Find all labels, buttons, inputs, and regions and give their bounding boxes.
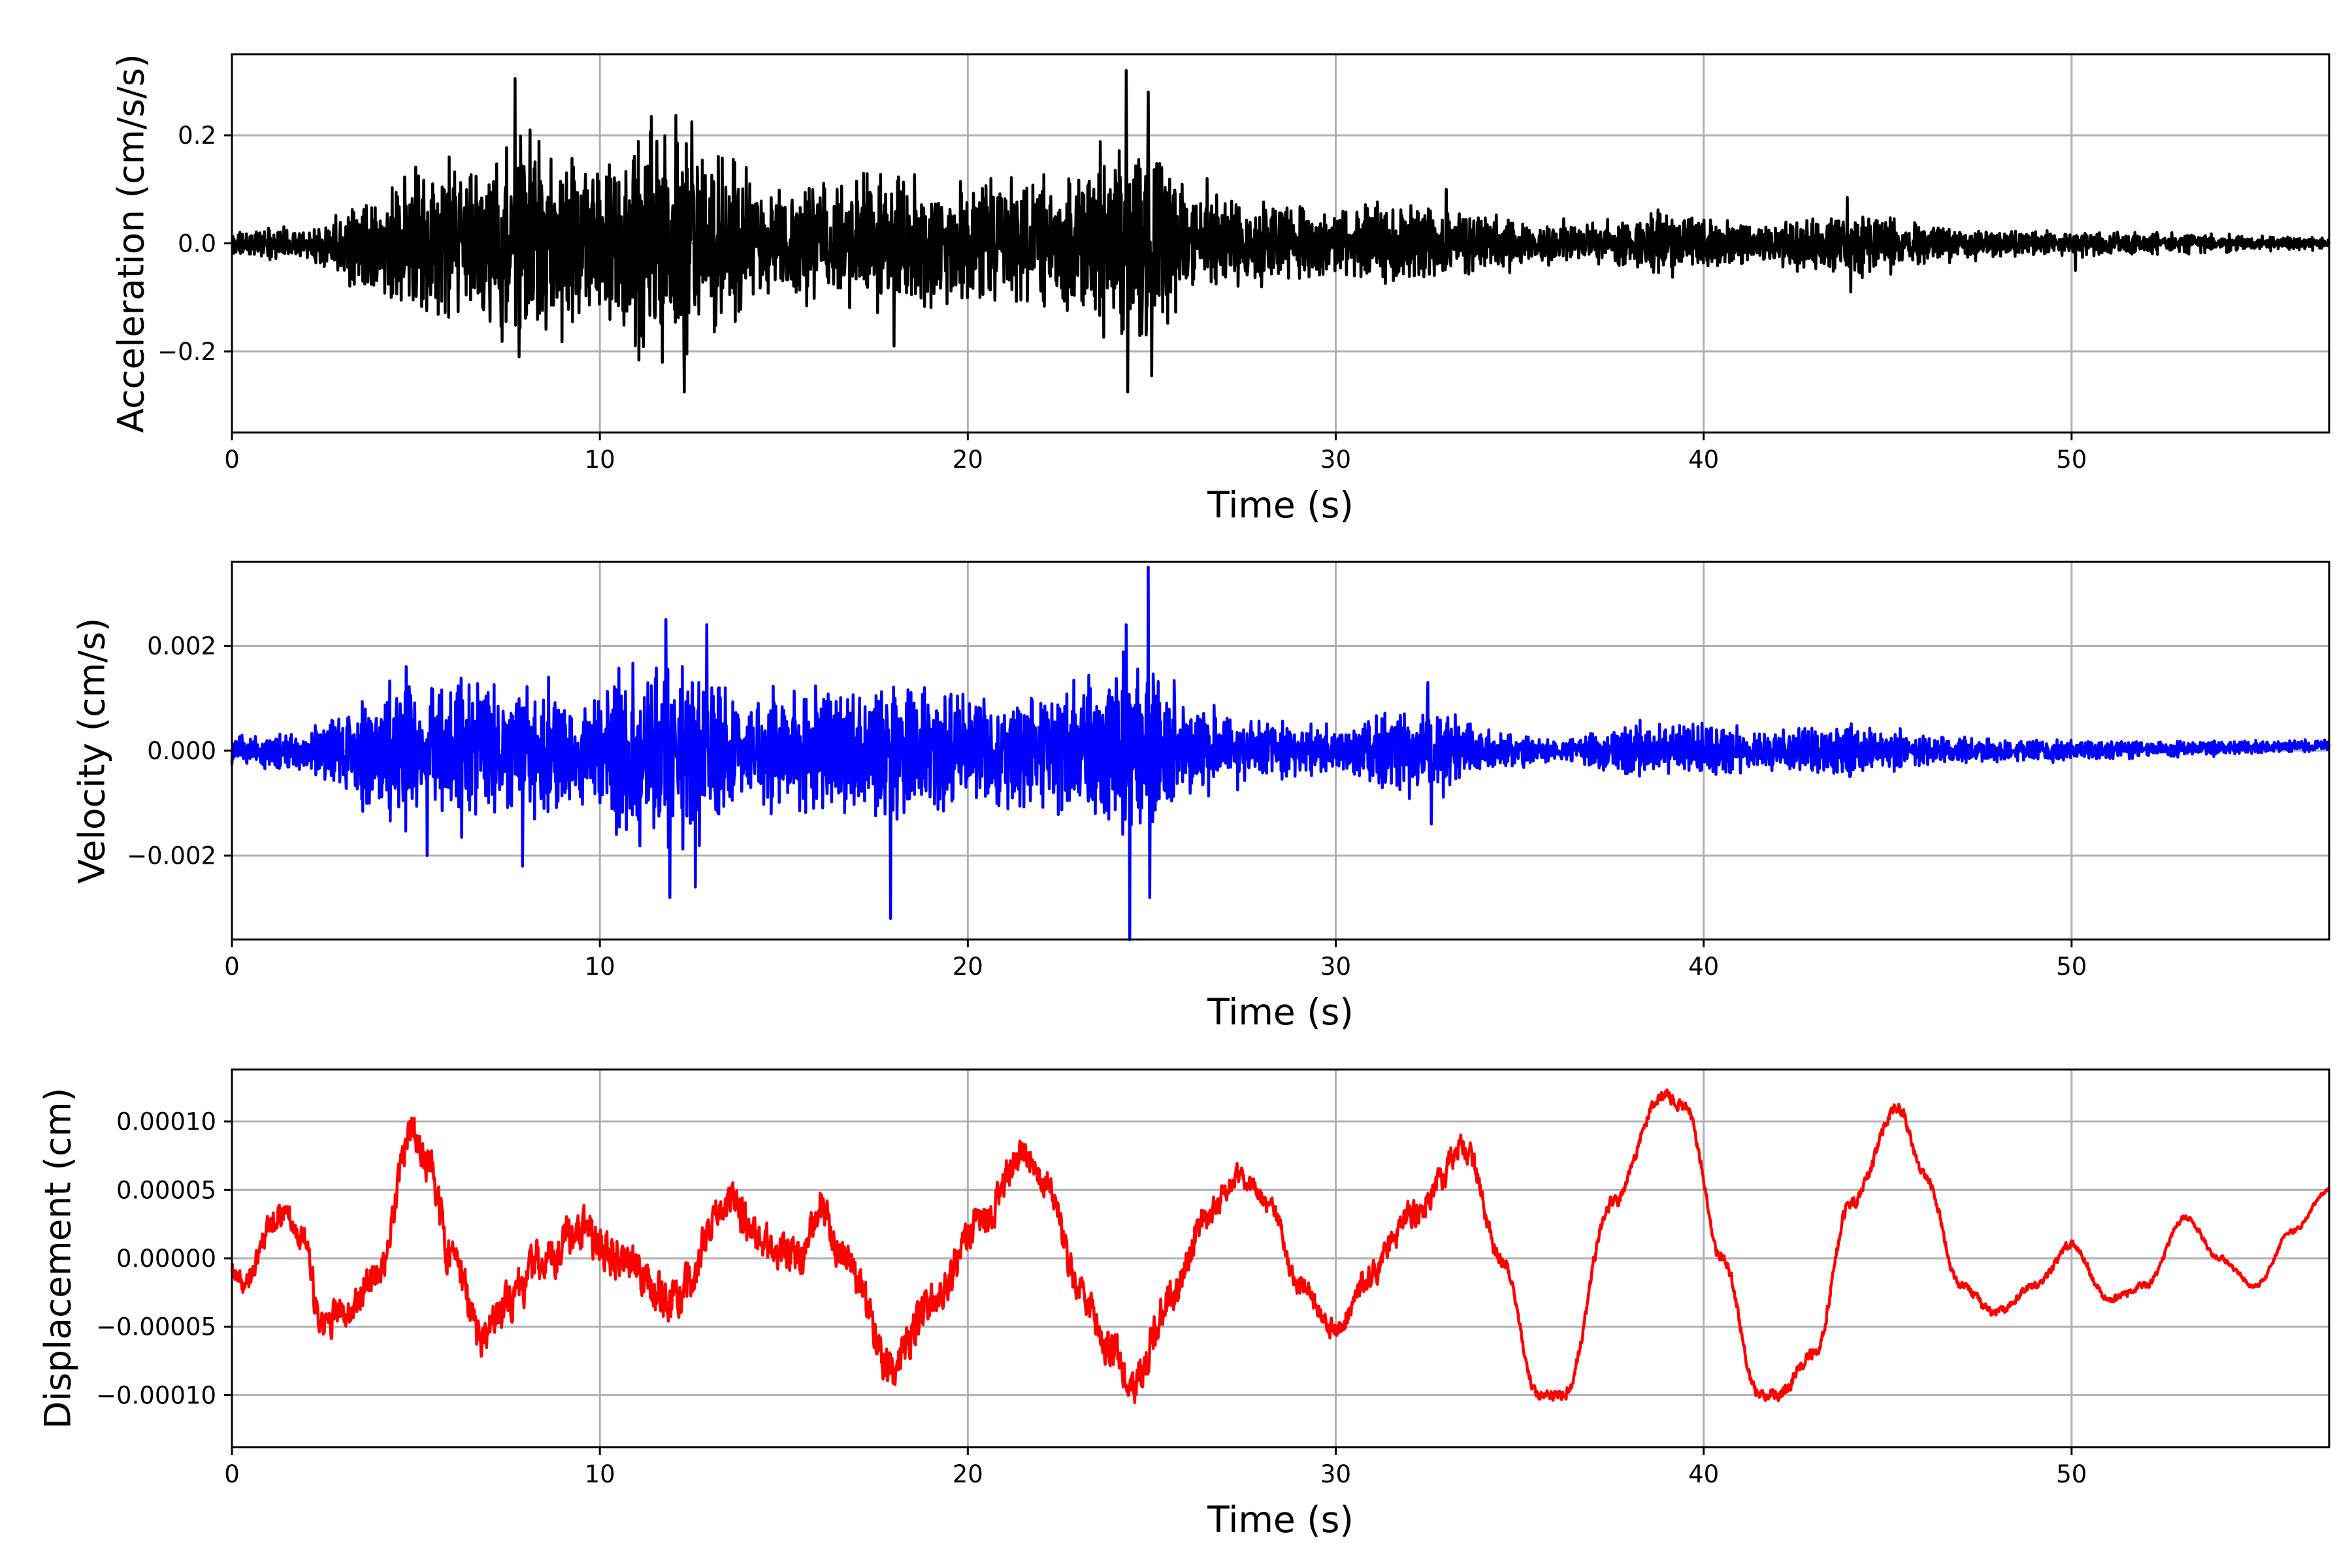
displacement-x-tick-label: 30 [1320,1460,1351,1488]
velocity-x-tick-label: 50 [2056,953,2087,981]
velocity-x-tick-label: 20 [953,953,983,981]
displacement-y-axis-label: Displacement (cm) [37,1088,78,1429]
acceleration-x-tick-label: 20 [953,446,983,474]
displacement-x-tick-label: 50 [2056,1460,2087,1488]
displacement-panel: 0 10 20 30 40 50 −0.00010 −0.00005 0.00000 0.0000… [37,1068,2331,1541]
displacement-ticks: 0 10 20 30 40 50 −0.00010 −0.00005 0.00000 0.0000… [96,1108,2087,1488]
displacement-x-tick-label: 0 [224,1460,240,1488]
displacement-grid [232,1070,2329,1447]
displacement-x-axis-label: Time (s) [1207,1499,1354,1541]
displacement-y-tick-label: −0.00005 [96,1313,216,1341]
acceleration-panel: 0 10 20 30 40 50 −0.2 0.0 0.2 Time (s) Accelerat… [110,53,2331,526]
velocity-trace-group [230,565,2331,941]
displacement-x-tick-label: 40 [1688,1460,1719,1488]
displacement-y-tick-label: 0.00000 [116,1245,216,1273]
displacement-x-tick-label: 10 [585,1460,615,1488]
velocity-x-axis-label: Time (s) [1207,991,1354,1033]
velocity-x-tick-label: 10 [585,953,615,981]
acceleration-series-line [230,69,2331,394]
acceleration-x-tick-label: 40 [1688,446,1719,474]
acceleration-y-axis-label: Acceleration (cm/s/s) [110,54,152,433]
velocity-series-line [230,565,2331,941]
acceleration-ticks: 0 10 20 30 40 50 −0.2 0.0 0.2 [157,122,2087,474]
displacement-series-line [230,1088,2331,1405]
displacement-y-tick-label: 0.00005 [116,1176,216,1204]
acceleration-x-tick-label: 10 [585,446,615,474]
velocity-x-tick-label: 40 [1688,953,1719,981]
velocity-y-axis-label: Velocity (cm/s) [71,617,112,883]
acceleration-y-tick-label: 0.2 [178,122,216,150]
velocity-y-tick-label: 0.002 [147,632,216,660]
displacement-x-tick-label: 20 [953,1460,983,1488]
acceleration-trace-group [230,69,2331,394]
acceleration-y-tick-label: 0.0 [178,230,216,258]
acceleration-x-tick-label: 30 [1320,446,1351,474]
displacement-y-tick-label: −0.00010 [96,1381,216,1409]
acceleration-x-tick-label: 50 [2056,446,2087,474]
acceleration-x-axis-label: Time (s) [1207,484,1354,526]
acceleration-y-tick-label: −0.2 [157,338,216,366]
velocity-y-tick-label: 0.000 [147,737,216,765]
velocity-y-tick-label: −0.002 [127,842,216,870]
acceleration-x-tick-label: 0 [224,446,240,474]
displacement-trace-group [230,1088,2331,1405]
displacement-y-tick-label: 0.00010 [116,1108,216,1136]
velocity-panel: 0 10 20 30 40 50 −0.002 0.000 0.002 Time (s) Vel… [71,561,2331,1033]
velocity-ticks: 0 10 20 30 40 50 −0.002 0.000 0.002 [127,632,2087,981]
velocity-x-tick-label: 0 [224,953,240,981]
velocity-x-tick-label: 30 [1320,953,1351,981]
